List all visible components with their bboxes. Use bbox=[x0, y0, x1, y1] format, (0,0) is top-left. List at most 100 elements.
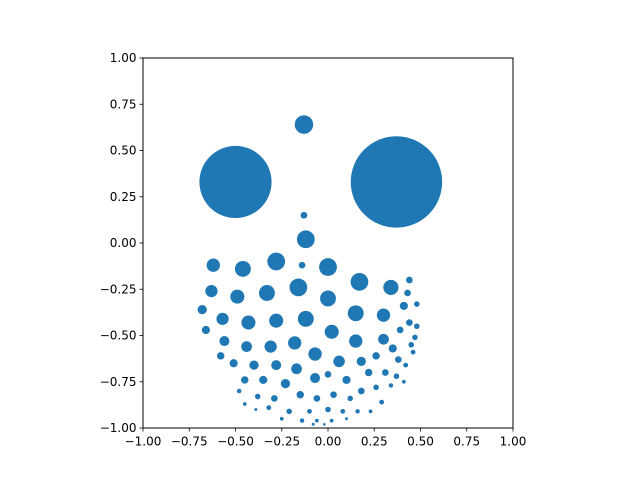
circle-marker-43 bbox=[408, 341, 415, 348]
circle-marker-8 bbox=[298, 261, 306, 269]
x-tick-label-1: −0.75 bbox=[171, 435, 208, 449]
circle-marker-88 bbox=[345, 417, 348, 421]
x-tick-label-8: 1.00 bbox=[500, 435, 527, 449]
circles-layer bbox=[197, 115, 443, 426]
circle-marker-23 bbox=[297, 310, 314, 327]
circle-marker-81 bbox=[355, 409, 360, 414]
circle-marker-0 bbox=[350, 136, 443, 228]
circle-marker-64 bbox=[254, 393, 261, 400]
circle-marker-29 bbox=[201, 325, 210, 335]
y-tick-label-0: −1.00 bbox=[100, 421, 137, 435]
circle-marker-72 bbox=[388, 383, 394, 388]
circle-marker-48 bbox=[333, 355, 345, 368]
circle-marker-58 bbox=[342, 375, 351, 384]
circle-marker-42 bbox=[388, 344, 397, 353]
circle-marker-67 bbox=[313, 395, 321, 402]
circle-marker-69 bbox=[347, 395, 353, 402]
circle-marker-56 bbox=[310, 373, 321, 384]
circle-marker-68 bbox=[330, 391, 337, 399]
circle-marker-16 bbox=[289, 278, 308, 297]
circle-marker-35 bbox=[264, 340, 277, 353]
circle-marker-73 bbox=[402, 379, 406, 384]
y-tick-label-2: −0.50 bbox=[100, 329, 137, 343]
circle-marker-66 bbox=[296, 391, 304, 399]
circle-marker-25 bbox=[376, 308, 391, 322]
circle-marker-3 bbox=[300, 211, 308, 219]
circle-marker-70 bbox=[357, 387, 365, 395]
circle-marker-27 bbox=[414, 301, 420, 307]
circle-marker-37 bbox=[349, 334, 363, 348]
circle-marker-54 bbox=[259, 375, 268, 384]
circle-marker-30 bbox=[324, 324, 339, 339]
circle-marker-2 bbox=[294, 115, 314, 134]
circle-marker-79 bbox=[325, 406, 331, 413]
circle-marker-49 bbox=[356, 356, 366, 367]
x-tick-label-3: −0.25 bbox=[263, 435, 300, 449]
circle-marker-46 bbox=[271, 360, 282, 371]
y-tick-label-6: 0.50 bbox=[110, 144, 137, 158]
circle-marker-41 bbox=[308, 347, 322, 361]
circle-marker-77 bbox=[286, 408, 292, 415]
circle-marker-26 bbox=[399, 301, 408, 310]
circle-marker-32 bbox=[414, 323, 420, 330]
y-tick-label-7: 0.75 bbox=[110, 97, 137, 111]
circle-marker-65 bbox=[271, 395, 278, 402]
circle-marker-78 bbox=[307, 408, 312, 414]
circle-marker-28 bbox=[406, 319, 413, 326]
circle-marker-76 bbox=[266, 405, 272, 411]
y-tick-label-5: 0.25 bbox=[110, 190, 137, 204]
circle-marker-13 bbox=[205, 284, 218, 298]
circle-marker-74 bbox=[379, 399, 385, 405]
circle-marker-51 bbox=[394, 356, 402, 363]
circle-marker-21 bbox=[241, 315, 256, 330]
circle-marker-75 bbox=[242, 402, 247, 406]
circle-marker-55 bbox=[280, 378, 291, 389]
circle-marker-18 bbox=[404, 289, 411, 297]
circle-marker-80 bbox=[340, 408, 346, 414]
circle-marker-52 bbox=[410, 349, 416, 355]
circle-marker-38 bbox=[378, 333, 389, 345]
circle-marker-14 bbox=[230, 289, 245, 304]
circle-marker-22 bbox=[269, 313, 284, 328]
x-tick-label-6: 0.50 bbox=[407, 435, 434, 449]
y-axis: −1.00 −0.75 −0.50 −0.25 0.00 0.25 0.50 0.75 1.00 bbox=[100, 51, 143, 435]
circle-marker-11 bbox=[383, 279, 399, 295]
circle-marker-40 bbox=[217, 352, 225, 360]
circle-marker-47 bbox=[291, 363, 302, 375]
circle-marker-19 bbox=[197, 304, 207, 315]
circle-marker-17 bbox=[320, 290, 336, 307]
y-tick-label-4: 0.00 bbox=[110, 236, 137, 250]
circle-marker-39 bbox=[412, 334, 418, 341]
circle-marker-44 bbox=[229, 359, 238, 368]
circle-marker-85 bbox=[299, 418, 305, 423]
circle-marker-24 bbox=[347, 305, 364, 322]
circle-marker-62 bbox=[393, 373, 400, 379]
circle-marker-61 bbox=[403, 362, 409, 368]
circle-marker-53 bbox=[241, 376, 249, 384]
circle-marker-34 bbox=[241, 341, 252, 352]
x-tick-label-0: −1.00 bbox=[125, 435, 162, 449]
circle-marker-83 bbox=[254, 408, 258, 411]
circle-marker-15 bbox=[259, 285, 275, 301]
x-tick-label-4: 0.00 bbox=[315, 435, 342, 449]
y-tick-label-8: 1.00 bbox=[110, 51, 137, 65]
circle-marker-59 bbox=[365, 368, 373, 377]
x-tick-label-7: 0.75 bbox=[453, 435, 480, 449]
circle-marker-20 bbox=[216, 312, 229, 325]
circle-marker-1 bbox=[199, 145, 272, 219]
circle-marker-90 bbox=[323, 423, 326, 426]
circle-marker-50 bbox=[372, 352, 380, 360]
circle-marker-57 bbox=[324, 371, 332, 378]
circle-marker-9 bbox=[319, 258, 337, 276]
circle-marker-10 bbox=[350, 272, 369, 291]
circle-marker-84 bbox=[279, 416, 284, 421]
circle-marker-89 bbox=[311, 422, 315, 426]
circle-marker-36 bbox=[288, 336, 302, 350]
circle-marker-71 bbox=[373, 384, 379, 391]
x-tick-label-2: −0.50 bbox=[217, 435, 254, 449]
circle-marker-63 bbox=[236, 388, 242, 394]
circle-marker-60 bbox=[382, 369, 389, 376]
circle-marker-45 bbox=[249, 360, 259, 370]
